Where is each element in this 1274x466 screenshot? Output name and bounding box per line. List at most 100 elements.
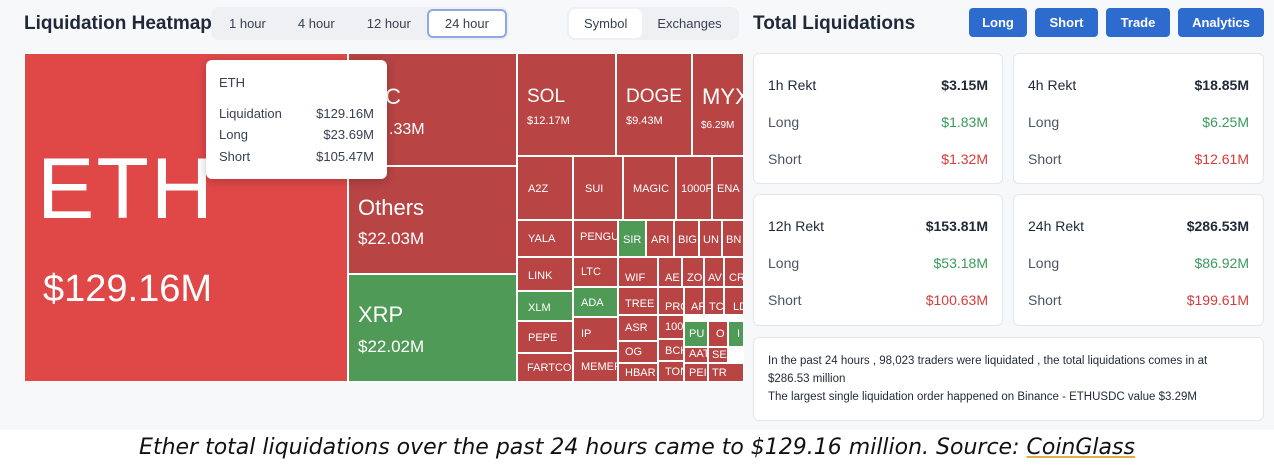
trade-button[interactable]: Trade bbox=[1106, 8, 1170, 37]
tile-small[interactable]: LD bbox=[724, 287, 744, 315]
tile-small[interactable]: CR bbox=[724, 257, 744, 287]
tile-small[interactable]: SE bbox=[708, 347, 728, 363]
tile-doge-value: $9.43M bbox=[626, 115, 663, 127]
tile-small[interactable]: AV bbox=[704, 257, 724, 287]
card-12h-rekt: 12h Rekt $153.81M Long $53.18M Short $10… bbox=[753, 194, 1003, 326]
tile-small[interactable]: UN bbox=[699, 220, 722, 257]
tile-small[interactable]: ZO bbox=[682, 257, 704, 287]
tile-small-label: ADA bbox=[581, 297, 604, 309]
tile-small[interactable]: PENGU bbox=[573, 220, 618, 257]
tile-small[interactable]: ASR bbox=[618, 315, 658, 341]
tile-xrp[interactable]: XRP $22.02M bbox=[348, 274, 517, 382]
tile-small[interactable]: PEPE bbox=[517, 321, 573, 353]
tile-small[interactable]: SIR bbox=[618, 220, 646, 257]
tile-small[interactable]: TR bbox=[708, 363, 744, 382]
summary-line-2: The largest single liquidation order hap… bbox=[768, 391, 1197, 403]
tile-myx-value: $6.29M bbox=[701, 120, 735, 131]
tile-myx[interactable]: MYX $6.29M bbox=[692, 53, 744, 156]
tile-small-label: A2Z bbox=[528, 183, 549, 195]
tile-others[interactable]: Others $22.03M bbox=[348, 166, 517, 274]
card-1h-rekt: 1h Rekt $3.15M Long $1.83M Short $1.32M bbox=[753, 53, 1003, 184]
tile-small[interactable]: MAGIC bbox=[623, 156, 676, 220]
tile-small[interactable]: SUI bbox=[573, 156, 623, 220]
tile-small[interactable]: MEMEF bbox=[573, 351, 618, 382]
tile-small-label: AAT bbox=[689, 348, 708, 360]
tile-small[interactable]: XLM bbox=[517, 291, 573, 321]
card-header: 1h Rekt $3.15M bbox=[768, 77, 988, 93]
tile-small[interactable]: LINK bbox=[517, 257, 573, 291]
card-total: $18.85M bbox=[1194, 77, 1249, 93]
tile-small-label: I bbox=[737, 328, 741, 340]
tile-small[interactable]: YALA bbox=[517, 220, 573, 257]
tile-small[interactable]: PU bbox=[684, 321, 708, 347]
tile-small[interactable]: OG bbox=[618, 341, 658, 363]
tile-small-label: ARI bbox=[651, 234, 670, 246]
tile-small-label: 100 bbox=[665, 321, 684, 333]
total-liquidations-title: Total Liquidations bbox=[753, 13, 916, 34]
tile-small[interactable]: HBAR bbox=[618, 363, 658, 382]
card-long-row: Long $86.92M bbox=[1028, 255, 1249, 271]
tile-small[interactable]: PEI bbox=[684, 363, 708, 382]
tile-small[interactable]: LTC bbox=[573, 257, 618, 287]
tile-small[interactable]: TREE bbox=[618, 287, 658, 315]
tab-12-hour[interactable]: 12 hour bbox=[366, 16, 411, 31]
tile-small[interactable]: WIF bbox=[618, 257, 658, 287]
tile-small-label: TON bbox=[665, 366, 683, 378]
tile-small-label: OG bbox=[625, 346, 643, 358]
tile-small[interactable]: I bbox=[728, 321, 744, 347]
tile-doge[interactable]: DOGE $9.43M bbox=[616, 53, 692, 156]
tile-small[interactable]: TON bbox=[658, 361, 684, 382]
tile-small-label: PEI bbox=[689, 367, 707, 379]
card-short-row: Short $100.63M bbox=[768, 292, 988, 308]
card-total: $153.81M bbox=[925, 218, 988, 234]
tile-small[interactable]: O bbox=[708, 321, 728, 347]
tile-small[interactable]: IP bbox=[573, 317, 618, 351]
tooltip-label: Short bbox=[219, 149, 251, 164]
tile-small[interactable]: TC bbox=[704, 287, 724, 315]
tile-small[interactable]: ARI bbox=[646, 220, 674, 257]
card-header: 4h Rekt $18.85M bbox=[1028, 77, 1249, 93]
summary-line-1: In the past 24 hours , 98,023 traders we… bbox=[768, 355, 1208, 385]
tile-xrp-symbol: XRP bbox=[358, 302, 404, 327]
tile-small[interactable]: 100 bbox=[658, 315, 684, 339]
short-value: $1.32M bbox=[941, 151, 988, 167]
tab-symbol[interactable]: Symbol bbox=[569, 9, 643, 38]
tile-small[interactable]: 1000F bbox=[676, 156, 712, 220]
tile-small-label: BCH bbox=[665, 345, 683, 357]
long-button[interactable]: Long bbox=[969, 8, 1027, 37]
coinglass-link[interactable]: CoinGlass bbox=[1026, 435, 1135, 460]
tile-small[interactable]: ADA bbox=[573, 287, 618, 317]
tab-4-hour[interactable]: 4 hour bbox=[297, 16, 335, 31]
tile-small[interactable]: BN bbox=[722, 220, 744, 257]
short-label: Short bbox=[768, 292, 802, 308]
card-header: 12h Rekt $153.81M bbox=[768, 218, 988, 234]
tile-sol[interactable]: SOL $12.17M bbox=[517, 53, 616, 156]
tab-exchanges[interactable]: Exchanges bbox=[657, 16, 722, 31]
tile-small[interactable]: ENA bbox=[712, 156, 744, 220]
tile-small-label: PEPE bbox=[528, 332, 558, 344]
tile-small-label: LTC bbox=[581, 266, 601, 278]
short-value: $12.61M bbox=[1194, 151, 1249, 167]
tile-small[interactable]: AE bbox=[658, 257, 682, 287]
tile-small[interactable]: BCH bbox=[658, 339, 684, 361]
tile-sol-symbol: SOL bbox=[527, 86, 566, 107]
tab-1-hour[interactable]: 1 hour bbox=[229, 16, 266, 31]
tab-24-hour[interactable]: 24 hour bbox=[426, 9, 507, 38]
tile-small[interactable]: BIG bbox=[674, 220, 699, 257]
short-button[interactable]: Short bbox=[1035, 8, 1098, 37]
tile-small[interactable]: PRC bbox=[658, 287, 684, 315]
analytics-button[interactable]: Analytics bbox=[1178, 8, 1264, 37]
tile-small[interactable]: AAT bbox=[684, 347, 708, 363]
tile-small-label: TC bbox=[709, 301, 724, 313]
short-label: Short bbox=[768, 151, 802, 167]
tile-small[interactable]: AF bbox=[684, 287, 704, 315]
tile-small-label: O bbox=[716, 328, 725, 340]
tile-small[interactable]: FARTCOI bbox=[517, 353, 573, 382]
tooltip-value: $23.69M bbox=[323, 127, 374, 142]
tile-small[interactable]: A2Z bbox=[517, 156, 573, 220]
tile-btc-value: .33M bbox=[389, 121, 425, 138]
card-short-row: Short $199.61M bbox=[1028, 292, 1249, 308]
caption-text: Ether total liquidations over the past 2… bbox=[139, 435, 1027, 460]
view-tabs: Symbol Exchanges bbox=[567, 7, 739, 40]
tile-sol-value: $12.17M bbox=[527, 115, 570, 127]
